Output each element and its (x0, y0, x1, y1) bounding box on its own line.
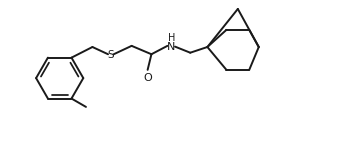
Text: N: N (167, 42, 175, 52)
Text: S: S (107, 50, 114, 60)
Text: H: H (168, 33, 175, 43)
Text: O: O (143, 72, 152, 83)
